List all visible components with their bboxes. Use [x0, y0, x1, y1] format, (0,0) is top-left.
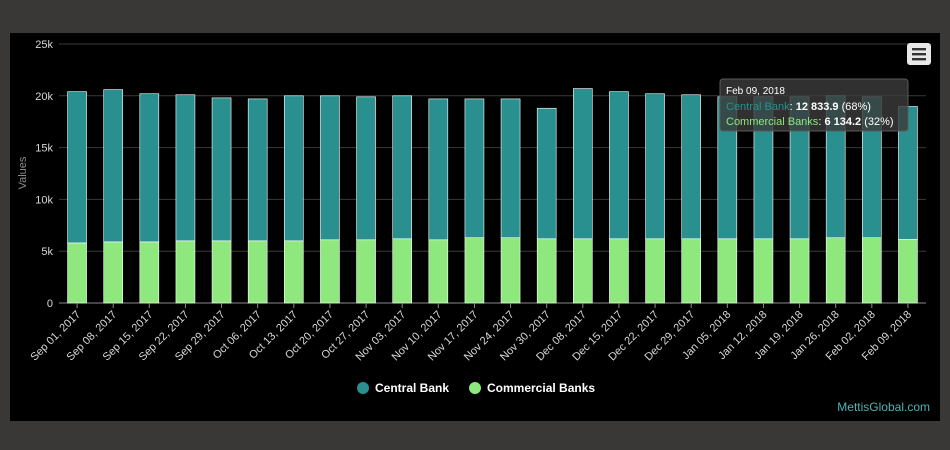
- y-tick-label: 10k: [35, 194, 53, 206]
- bar-commercial-banks[interactable]: [645, 238, 665, 304]
- bar-central-bank[interactable]: [175, 94, 196, 242]
- bar-commercial-banks[interactable]: [284, 240, 304, 304]
- bar-commercial-banks[interactable]: [609, 238, 629, 304]
- bar-commercial-banks[interactable]: [356, 239, 376, 304]
- bar-commercial-banks[interactable]: [67, 242, 87, 304]
- y-axis: 0 5k 10k 15k 20k 25k: [35, 39, 53, 310]
- bar-commercial-banks[interactable]: [862, 237, 882, 304]
- bar-central-bank[interactable]: [284, 95, 304, 242]
- bar-central-bank[interactable]: [500, 98, 521, 239]
- y-tick-label: 0: [47, 298, 53, 310]
- bar-commercial-banks[interactable]: [320, 239, 340, 304]
- bar-commercial-banks[interactable]: [573, 238, 593, 304]
- bar-central-bank[interactable]: [609, 91, 629, 240]
- grid-lines: [59, 43, 926, 304]
- bar-commercial-banks[interactable]: [825, 237, 846, 304]
- bar-commercial-banks[interactable]: [500, 237, 521, 304]
- credit-link[interactable]: MettisGlobal.com: [837, 400, 930, 414]
- bar-central-bank[interactable]: [464, 98, 485, 239]
- hamburger-menu-icon[interactable]: [907, 43, 931, 65]
- bar-commercial-banks[interactable]: [753, 238, 774, 304]
- bar-commercial-banks[interactable]: [139, 241, 160, 304]
- bar-central-bank[interactable]: [356, 96, 376, 241]
- bar-central-bank[interactable]: [392, 95, 412, 240]
- bar-central-bank[interactable]: [681, 94, 701, 240]
- y-tick-label: 5k: [41, 246, 53, 258]
- y-tick-label: 25k: [35, 39, 53, 51]
- bars: [67, 88, 918, 304]
- bar-central-bank[interactable]: [428, 98, 449, 241]
- bar-central-bank[interactable]: [139, 93, 160, 243]
- bar-central-bank[interactable]: [67, 91, 87, 244]
- bar-commercial-banks[interactable]: [247, 240, 268, 304]
- bar-commercial-banks[interactable]: [789, 238, 810, 304]
- bar-commercial-banks[interactable]: [681, 238, 701, 304]
- tooltip-date: Feb 09, 2018: [726, 86, 785, 97]
- legend-item-central-bank[interactable]: Central Bank: [357, 381, 449, 395]
- bar-commercial-banks[interactable]: [103, 241, 123, 304]
- bar-central-bank[interactable]: [211, 97, 232, 242]
- tooltip-row-central: Central Bank: 12 833.9 (68%): [726, 101, 871, 113]
- tooltip: Feb 09, 2018 Central Bank: 12 833.9 (68%…: [719, 78, 909, 132]
- bar-commercial-banks[interactable]: [392, 238, 412, 304]
- legend-label-commercial: Commercial Banks: [487, 381, 595, 395]
- bar-central-bank[interactable]: [645, 93, 665, 240]
- legend-label-central: Central Bank: [375, 381, 449, 395]
- y-axis-label: Values: [17, 156, 29, 189]
- tooltip-row-commercial: Commercial Banks: 6 134.2 (32%): [726, 116, 894, 128]
- chart-frame: 0 5k 10k 15k 20k 25k Values Sep 01, 2017 Sep 0…: [10, 33, 940, 421]
- bar-commercial-banks[interactable]: [211, 240, 232, 304]
- bar-commercial-banks[interactable]: [898, 239, 918, 304]
- bar-central-bank[interactable]: [247, 98, 268, 242]
- bar-central-bank[interactable]: [320, 95, 340, 241]
- legend-marker-commercial: [469, 382, 481, 394]
- bar-central-bank[interactable]: [536, 107, 557, 240]
- bar-commercial-banks[interactable]: [536, 238, 557, 304]
- bar-central-bank[interactable]: [103, 89, 123, 243]
- bar-commercial-banks[interactable]: [717, 238, 738, 304]
- bar-central-bank[interactable]: [573, 88, 593, 240]
- y-tick-label: 20k: [35, 91, 53, 103]
- legend-item-commercial-banks[interactable]: Commercial Banks: [469, 381, 595, 395]
- bar-commercial-banks[interactable]: [175, 240, 196, 304]
- bar-commercial-banks[interactable]: [428, 239, 449, 304]
- y-tick-label: 15k: [35, 143, 53, 155]
- legend: Central Bank Commercial Banks: [357, 381, 595, 395]
- bar-commercial-banks[interactable]: [464, 237, 485, 304]
- legend-marker-central: [357, 382, 369, 394]
